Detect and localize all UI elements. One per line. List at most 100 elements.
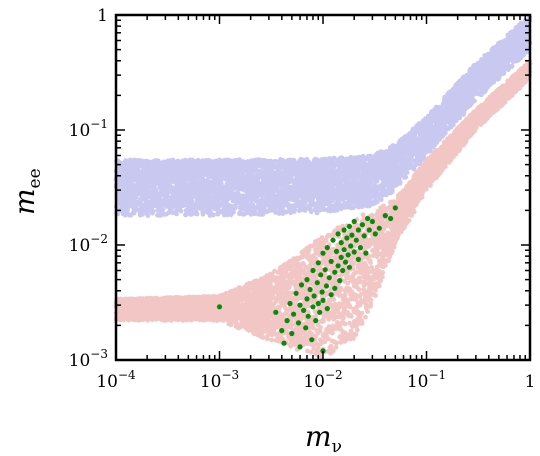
band-dot	[233, 158, 239, 164]
band-dot	[152, 183, 158, 189]
band-dot	[400, 160, 406, 166]
band-dot	[297, 199, 303, 205]
band-dot	[437, 111, 443, 116]
band-dot	[283, 202, 289, 208]
band-dot	[294, 185, 300, 191]
band-dot	[183, 212, 189, 217]
band-dot	[175, 178, 181, 184]
band-dot	[321, 193, 327, 199]
band-dot	[180, 192, 186, 198]
band-dot	[444, 98, 449, 103]
band-dot	[243, 181, 249, 187]
band-dot	[138, 174, 143, 180]
band-dot	[328, 192, 334, 198]
band-dot	[302, 183, 308, 189]
band-dot	[308, 209, 314, 215]
band-dot	[300, 178, 306, 184]
band-dot	[367, 168, 373, 174]
band-dot	[255, 174, 261, 180]
band-dot	[437, 115, 443, 120]
band-dot	[206, 194, 211, 200]
band-dot	[314, 190, 319, 195]
band-dot	[178, 208, 184, 214]
band-dot	[353, 189, 359, 195]
band-dot	[160, 207, 166, 213]
band-dot	[240, 193, 246, 199]
band-dot	[299, 157, 305, 163]
band-dot	[156, 204, 162, 210]
band-dot	[268, 187, 274, 193]
band-dot	[313, 160, 318, 166]
band-dot	[432, 130, 438, 136]
band-dot	[291, 203, 297, 209]
band-dot	[185, 186, 191, 191]
band-dot	[522, 21, 528, 26]
band-dot	[339, 197, 345, 203]
band-dot	[423, 129, 428, 135]
band-dot	[191, 194, 196, 199]
band-dot	[217, 191, 223, 197]
band-dot	[378, 150, 383, 155]
band-dot	[215, 198, 221, 204]
band-dot	[245, 210, 250, 215]
band-dot	[375, 191, 381, 197]
band-dot	[397, 171, 403, 177]
band-dot	[448, 95, 454, 101]
band-dot	[413, 160, 419, 166]
band-dot	[306, 204, 312, 210]
band-dot	[121, 160, 127, 166]
band-dot	[281, 194, 287, 200]
band-dot	[237, 158, 243, 163]
band-dot	[215, 172, 221, 177]
band-dot	[120, 211, 126, 217]
band-dot	[145, 213, 151, 218]
band-dot	[211, 212, 216, 218]
band-dot	[179, 185, 185, 191]
band-dot	[175, 158, 181, 164]
band-dot	[173, 173, 179, 179]
band-dot	[153, 158, 159, 163]
band-dot	[226, 208, 232, 214]
band-dot	[334, 204, 339, 210]
band-dot	[351, 170, 357, 176]
band-dot	[433, 108, 439, 114]
band-dot	[313, 175, 319, 181]
band-dot	[347, 184, 353, 190]
band-dot	[494, 62, 499, 67]
band-dot	[198, 171, 204, 177]
band-dot	[231, 193, 237, 199]
band-dot	[288, 186, 293, 192]
band-dot	[174, 166, 180, 172]
band-dot	[406, 146, 412, 152]
band-dot	[180, 200, 186, 206]
band-dot	[271, 182, 277, 188]
band-dot	[379, 157, 385, 163]
band-dot	[289, 177, 295, 183]
band-dot	[319, 207, 325, 212]
band-dot	[254, 191, 259, 197]
band-dot	[402, 173, 408, 179]
band-dot	[293, 167, 299, 173]
band-dot	[169, 171, 175, 177]
band-dot	[401, 137, 407, 143]
band-dot	[362, 195, 368, 201]
band-dot	[166, 161, 172, 167]
band-dot	[161, 173, 166, 179]
band-dot	[287, 209, 293, 215]
band-dot	[289, 172, 295, 177]
band-dot	[415, 149, 421, 155]
band-dot	[258, 169, 264, 175]
band-dot	[464, 73, 469, 78]
band-dot	[516, 56, 522, 62]
band-dot	[452, 88, 458, 93]
band-dot	[189, 172, 194, 178]
band-dot	[163, 197, 169, 203]
band-dot	[270, 192, 276, 198]
band-dot	[275, 199, 281, 205]
band-dot	[403, 142, 409, 148]
band-dot	[370, 189, 376, 195]
band-dot	[123, 173, 129, 179]
band-dot	[200, 176, 206, 182]
band-dot	[239, 202, 245, 208]
